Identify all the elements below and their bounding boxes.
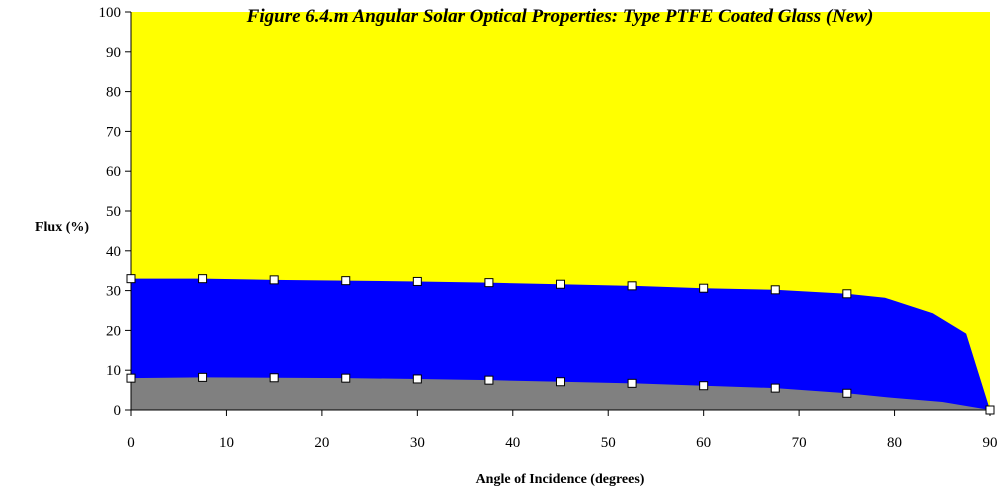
- plot-markers: [126, 274, 995, 415]
- plot-ticks: 0 10 20 30 40 50 60 70 80 90 100 0 10 20 30 40 50 60 70 80 9…: [99, 5, 998, 451]
- series-1-marker: [556, 279, 565, 289]
- series-0-marker: [627, 378, 637, 388]
- y-tick-label: 60: [106, 164, 121, 180]
- y-tick-label: 10: [106, 363, 121, 379]
- series-1-marker: [985, 405, 995, 415]
- x-tick-label: 90: [983, 435, 998, 451]
- x-tick-label: 30: [410, 435, 425, 451]
- x-tick-label: 10: [219, 435, 234, 451]
- plot-axes: [125, 11, 991, 416]
- series-0-marker: [126, 373, 136, 383]
- x-axis-title: Angle of Incidence (degrees): [476, 472, 645, 487]
- y-axis-title: Flux (%): [35, 220, 89, 235]
- series-1-marker: [699, 283, 709, 293]
- x-tick-label: 20: [314, 435, 329, 451]
- series-0-marker: [556, 377, 565, 387]
- series-1-marker: [198, 274, 208, 284]
- y-tick-label: 80: [106, 85, 121, 101]
- x-tick-label: 70: [792, 435, 807, 451]
- plot-fills: [131, 12, 990, 410]
- series-0-marker: [269, 373, 279, 383]
- series-1-marker: [484, 278, 494, 288]
- series-1-marker: [627, 281, 637, 291]
- x-tick-label: 60: [696, 435, 711, 451]
- series-0-marker: [412, 374, 422, 384]
- x-tick-label: 50: [601, 435, 616, 451]
- x-tick-label: 0: [127, 435, 135, 451]
- series-1-marker: [126, 274, 136, 284]
- series-0-marker: [842, 388, 852, 398]
- x-tick-label: 40: [505, 435, 520, 451]
- series-0-marker: [484, 375, 494, 385]
- series-1-marker: [341, 276, 351, 286]
- series-0-marker: [699, 381, 709, 391]
- series-1-marker: [412, 276, 422, 286]
- y-tick-label: 0: [114, 403, 122, 419]
- series-0-marker: [341, 373, 351, 383]
- y-tick-label: 40: [106, 244, 121, 260]
- series-1-marker: [770, 285, 780, 295]
- series-1-marker: [269, 275, 279, 285]
- y-tick-label: 100: [99, 5, 122, 21]
- y-tick-label: 90: [106, 45, 121, 61]
- y-tick-label: 30: [106, 284, 121, 300]
- y-tick-label: 50: [106, 204, 121, 220]
- series-area-0: [131, 377, 990, 410]
- chart-title: Figure 6.4.m Angular Solar Optical Prope…: [246, 6, 874, 27]
- series-0-marker: [198, 372, 208, 382]
- y-tick-label: 70: [106, 124, 121, 140]
- y-tick-label: 20: [106, 323, 121, 339]
- series-0-marker: [770, 383, 780, 393]
- series-1-marker: [842, 289, 852, 299]
- x-tick-label: 80: [887, 435, 902, 451]
